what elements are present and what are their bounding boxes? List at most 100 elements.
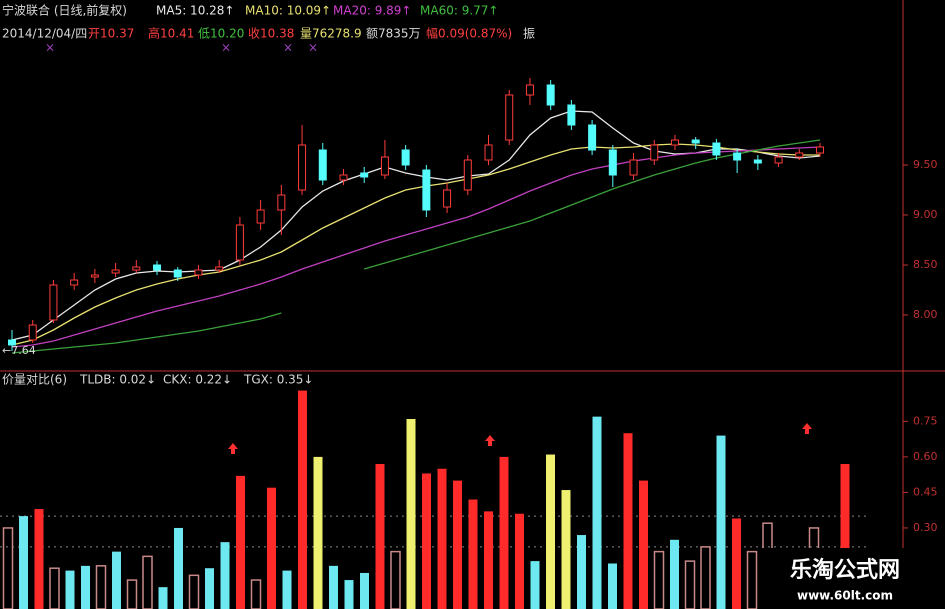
bar: [623, 433, 633, 609]
candle-body: [588, 124, 597, 151]
candle-body: [111, 269, 120, 274]
signal-arrows: [228, 423, 812, 454]
bar: [406, 419, 416, 609]
header-item: MA20: 9.89↑: [333, 4, 411, 18]
candle-body: [380, 156, 389, 176]
y-tick-label: 0.60: [913, 450, 938, 463]
marker: ×: [221, 41, 231, 55]
bar: [344, 580, 354, 609]
bar: [670, 539, 679, 609]
y-tick-label: 0.45: [913, 485, 938, 498]
signal-arrow: [485, 435, 495, 446]
bar: [437, 468, 447, 609]
bar: [684, 560, 696, 609]
candle-body: [70, 279, 79, 286]
bar: [2, 527, 14, 609]
ma-line: [11, 143, 820, 346]
bar: [236, 475, 245, 609]
candle-body: [298, 144, 307, 191]
header-item: MA10: 10.09↑: [245, 4, 331, 18]
bar: [81, 565, 90, 609]
header-item: 2014/12/04/四: [2, 27, 87, 41]
bar: [608, 563, 617, 609]
bar: [499, 456, 509, 609]
bar: [484, 511, 493, 609]
bar: [188, 574, 200, 609]
bar: [112, 551, 121, 609]
candle-body: [753, 159, 762, 164]
y-tick-label: 9.00: [913, 208, 938, 221]
header-title: 宁波联合 (日线,前复权): [2, 3, 127, 18]
candle-body: [132, 266, 141, 271]
candle-body: [691, 139, 700, 144]
candle-body: [8, 339, 16, 346]
candle-body: [505, 94, 514, 141]
bar: [732, 518, 741, 609]
bar: [653, 550, 665, 609]
candle-body: [650, 144, 659, 161]
candle-body: [629, 159, 638, 176]
bar: [840, 464, 850, 609]
bar: [746, 550, 758, 609]
watermark-box: [758, 548, 945, 609]
candle-body: [670, 139, 679, 146]
candle-body: [816, 146, 824, 154]
candle-body: [49, 284, 58, 321]
bar: [34, 509, 44, 609]
bar: [375, 464, 385, 609]
y-tick-label: 9.50: [913, 158, 938, 171]
header-item: 振: [523, 27, 535, 41]
candle-body: [194, 269, 203, 276]
bar: [267, 487, 276, 609]
candle-body: [401, 149, 410, 166]
ma-line: [11, 139, 821, 354]
candle-body: [546, 84, 555, 106]
bar: [313, 456, 323, 609]
candle-body: [318, 149, 327, 181]
candle-body: [443, 189, 452, 208]
header-item: 量76278.9: [300, 27, 362, 41]
marker: ×: [308, 41, 318, 55]
bar: [282, 570, 292, 609]
marker: ×: [45, 41, 55, 55]
bar: [422, 473, 431, 609]
header-item: CKX: 0.22↓: [163, 373, 232, 387]
bar: [220, 542, 230, 609]
bar: [577, 535, 586, 609]
bar: [19, 516, 28, 609]
bar: [329, 565, 338, 609]
candle-body: [277, 194, 286, 211]
watermark-title: 乐淘公式网: [790, 557, 900, 583]
bar: [716, 435, 726, 609]
candle-body: [173, 269, 182, 278]
header-item: 价量对比(6): [2, 373, 67, 387]
bar: [453, 480, 462, 609]
candle-body: [525, 84, 534, 96]
marker: ×: [283, 41, 293, 55]
header-item: 幅0.09(0.87%): [426, 26, 512, 41]
header-item: TGX: 0.35↓: [243, 373, 313, 387]
candle-body: [235, 224, 244, 261]
candle-body: [608, 149, 617, 176]
candle-body: [774, 156, 783, 164]
header-item: TLDB: 0.02↓: [79, 373, 156, 387]
signal-arrow: [228, 443, 238, 454]
y-tick-label: 0.30: [913, 521, 938, 534]
header-item: MA5: 10.28↑: [156, 4, 234, 18]
candle-body: [484, 144, 493, 161]
candle-body: [795, 152, 804, 158]
bar: [65, 570, 75, 609]
bar: [530, 561, 540, 609]
bar: [390, 550, 401, 609]
bar: [174, 527, 183, 609]
candle-body: [463, 159, 472, 191]
bar: [158, 587, 168, 609]
bar: [592, 416, 602, 609]
header-item: 低10.20: [198, 27, 244, 41]
y-tick-label: 0.75: [913, 414, 938, 427]
bar: [546, 454, 555, 609]
candle-body: [28, 324, 37, 341]
candle-body: [422, 169, 431, 211]
candle-body: [360, 172, 369, 178]
